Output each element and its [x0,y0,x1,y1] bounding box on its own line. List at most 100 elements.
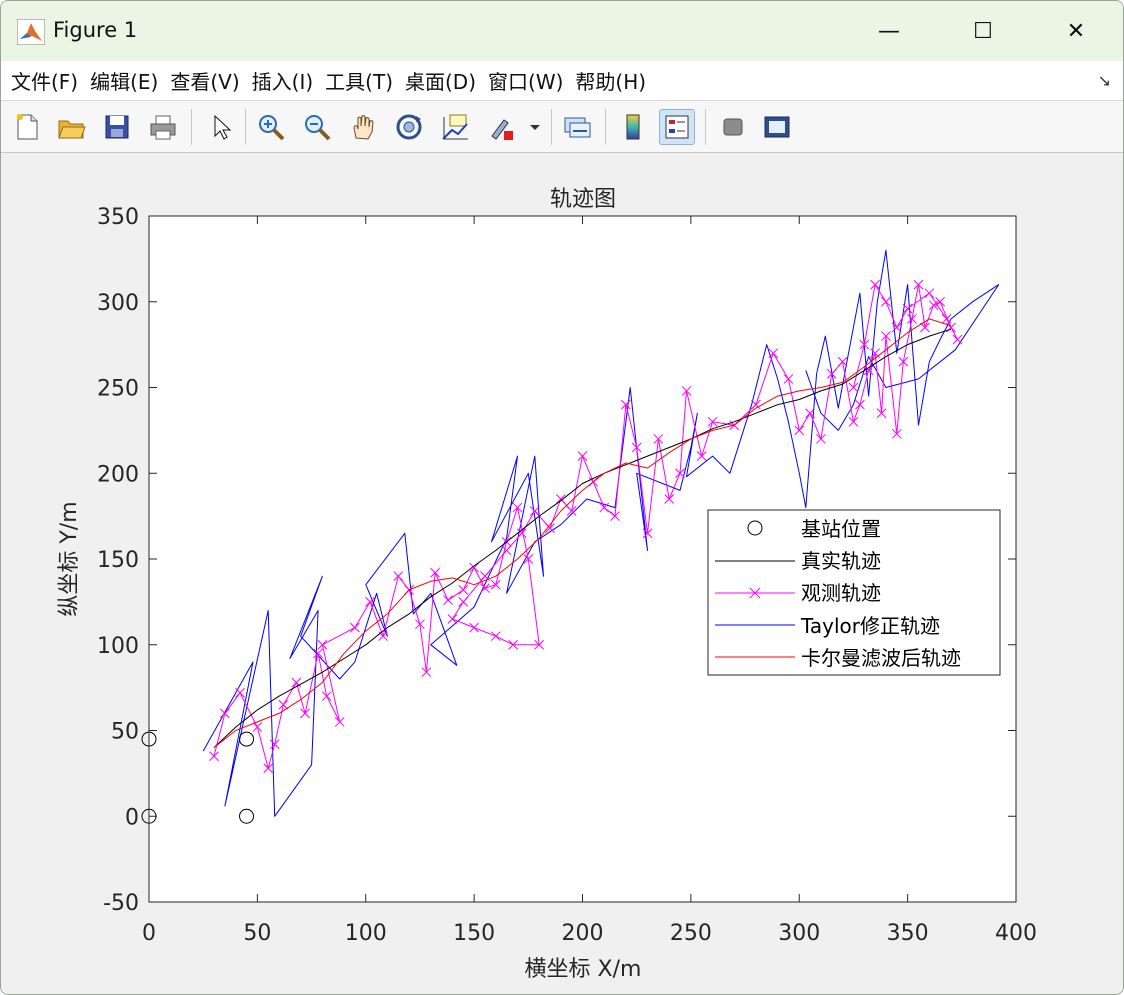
observed-point-marker [794,425,805,436]
x-tick-label: 50 [243,921,271,946]
observed-point-marker [881,296,891,307]
menu-edit[interactable]: 编辑(E) [90,70,159,94]
menu-bar: 文件(F) 编辑(E) 查看(V) 插入(I) 工具(T) 桌面(D) 窗口(W… [1,61,1123,101]
observed-point-marker [490,579,501,590]
new-file-icon[interactable] [9,109,45,145]
observed-point-marker [534,639,545,650]
menu-overflow-icon[interactable]: ↘ [1097,71,1111,90]
legend-marker-stations [747,520,763,536]
legend-label-kalman: 卡尔曼滤波后轨迹 [801,646,961,670]
close-button[interactable]: ✕ [1066,18,1086,44]
observed-point-marker [313,648,323,659]
print-icon[interactable] [145,109,181,145]
menu-desktop[interactable]: 桌面(D) [405,70,477,94]
observed-point-marker [935,296,945,307]
observed-point-marker [620,399,631,410]
zoom-in-icon[interactable] [253,109,289,145]
legend-label-stations: 基站位置 [801,517,881,541]
observed-point-marker [707,416,718,427]
series-line-taylor [202,249,1000,817]
maximize-button[interactable]: ☐ [973,18,993,44]
observed-point-marker [209,751,219,762]
menu-insert[interactable]: 插入(I) [251,70,314,94]
legend-icon[interactable] [659,109,695,145]
observed-point-marker [681,386,692,396]
y-tick-label: 200 [97,462,139,487]
save-icon[interactable] [99,109,135,145]
legend-label-taylor: Taylor修正轨迹 [800,614,940,638]
plot-layer [141,249,1000,824]
rotate-3d-icon[interactable] [391,109,427,145]
observed-point-marker [642,528,653,539]
observed-point-marker [235,687,245,698]
menu-file[interactable]: 文件(F) [11,70,79,94]
observed-point-marker [512,502,523,513]
observed-point-marker [907,314,917,324]
x-axis-label: 横坐标 X/m [525,957,642,982]
menu-view[interactable]: 查看(V) [170,70,240,94]
observed-point-marker [393,571,404,582]
pointer-icon[interactable] [203,109,239,145]
menu-tools[interactable]: 工具(T) [325,70,393,94]
y-axis-label: 纵坐标 Y/m [57,501,82,616]
x-tick-label: 200 [562,921,604,946]
pan-hand-icon[interactable] [345,109,381,145]
observed-point-marker [805,408,815,419]
brush-dropdown-icon[interactable] [525,109,545,145]
observed-point-marker [859,339,870,350]
open-folder-icon[interactable] [53,109,89,145]
observed-point-marker [913,279,924,290]
observed-point-marker [902,303,913,314]
series-line-kalman [213,318,952,748]
observed-point-marker [848,382,859,393]
tick-layer: 0 50 100 150 200 250 300 350 400-500501001502002… [97,205,1037,946]
legend-label-observed: 观测轨迹 [801,581,881,605]
chart-legend[interactable]: 基站位置 真实轨迹 观测轨迹 Taylor修正轨迹 卡尔曼滤波后轨迹 [707,509,1001,676]
observed-point-marker [837,356,848,367]
observed-point-marker [263,763,274,774]
data-cursor-icon[interactable] [437,109,473,145]
observed-point-marker [891,322,902,333]
observed-point-marker [855,399,865,410]
colorbar-icon[interactable] [615,109,651,145]
minimize-button[interactable]: — [878,18,900,44]
x-tick-label: 100 [345,921,387,946]
observed-point-marker [317,639,328,650]
observed-point-marker [610,511,620,521]
observed-point-marker [501,545,512,556]
observed-point-marker [898,356,909,367]
observed-point-marker [447,614,458,624]
menu-help[interactable]: 帮助(H) [575,70,647,94]
observed-point-marker [458,597,469,607]
observed-point-marker [816,434,826,444]
trajectory-chart: 0 50 100 150 200 250 300 350 400-500501001502002… [57,187,1037,982]
observed-point-marker [599,502,610,513]
toolbar-separator [705,109,706,145]
hide-plot-tools-icon[interactable] [715,109,751,145]
window-title: Figure 1 [53,18,138,42]
link-plot-icon[interactable] [559,109,595,145]
observed-point-marker [566,506,577,516]
observed-point-marker [300,708,310,719]
observed-point-marker [920,322,930,333]
x-tick-label: 300 [778,921,820,946]
zoom-out-icon[interactable] [299,109,335,145]
toolbar-separator [551,109,552,145]
brush-icon[interactable] [483,109,519,145]
observed-point-marker [768,348,779,359]
observed-point-marker [523,554,534,564]
y-tick-label: 150 [97,548,139,573]
legend-marker-observed [749,587,761,599]
title-bar: Figure 1 — ☐ ✕ [1,1,1123,61]
observed-point-marker [443,595,453,606]
menu-window[interactable]: 窗口(W) [488,70,564,94]
observed-point-marker [848,416,859,427]
observed-point-marker [664,494,675,504]
y-tick-label: -50 [103,891,139,916]
base-station-marker [239,731,255,747]
show-plot-tools-icon[interactable] [759,109,795,145]
observed-point-marker [826,368,837,379]
observed-point-marker [278,699,289,710]
observed-point-marker [924,288,935,299]
